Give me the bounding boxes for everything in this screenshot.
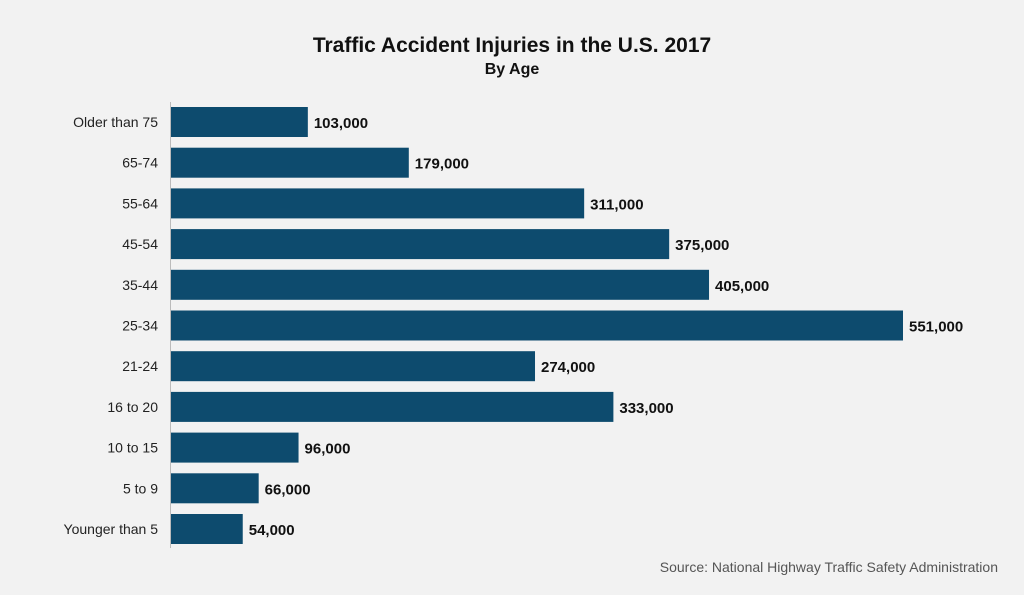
bar (171, 351, 536, 382)
category-label: 65-74 (122, 155, 158, 171)
source-note: Source: National Highway Traffic Safety … (659, 559, 998, 575)
bar (171, 391, 614, 422)
category-label: 16 to 20 (107, 399, 158, 415)
data-label: 66,000 (265, 481, 311, 498)
bar (171, 514, 243, 544)
category-label: 45-54 (122, 236, 158, 252)
bar (171, 310, 903, 341)
data-label: 274,000 (541, 359, 595, 376)
category-label: 55-64 (122, 195, 158, 211)
data-label: 375,000 (675, 237, 729, 254)
bar (171, 188, 585, 219)
category-label: 10 to 15 (107, 440, 158, 456)
chart-title: Traffic Accident Injuries in the U.S. 20… (312, 34, 712, 57)
data-label: 103,000 (314, 115, 368, 132)
data-label: 333,000 (619, 400, 673, 417)
data-label: 551,000 (909, 319, 963, 336)
bar (171, 269, 710, 300)
data-label: 54,000 (249, 522, 295, 539)
bar (171, 432, 299, 463)
data-label: 96,000 (305, 441, 351, 458)
bar (171, 107, 308, 137)
data-label: 311,000 (590, 196, 643, 213)
data-label: 405,000 (715, 278, 769, 295)
chart-subtitle: By Age (484, 61, 540, 78)
data-label: 179,000 (415, 156, 469, 173)
category-label: Older than 75 (73, 114, 158, 130)
bar (171, 229, 670, 260)
category-label: 5 to 9 (123, 480, 158, 496)
category-label: 35-44 (122, 277, 158, 293)
category-label: 21-24 (122, 358, 158, 374)
bar (171, 147, 409, 178)
category-label: Younger than 5 (64, 521, 159, 537)
category-label: 25-34 (122, 318, 158, 334)
bar (171, 473, 259, 504)
